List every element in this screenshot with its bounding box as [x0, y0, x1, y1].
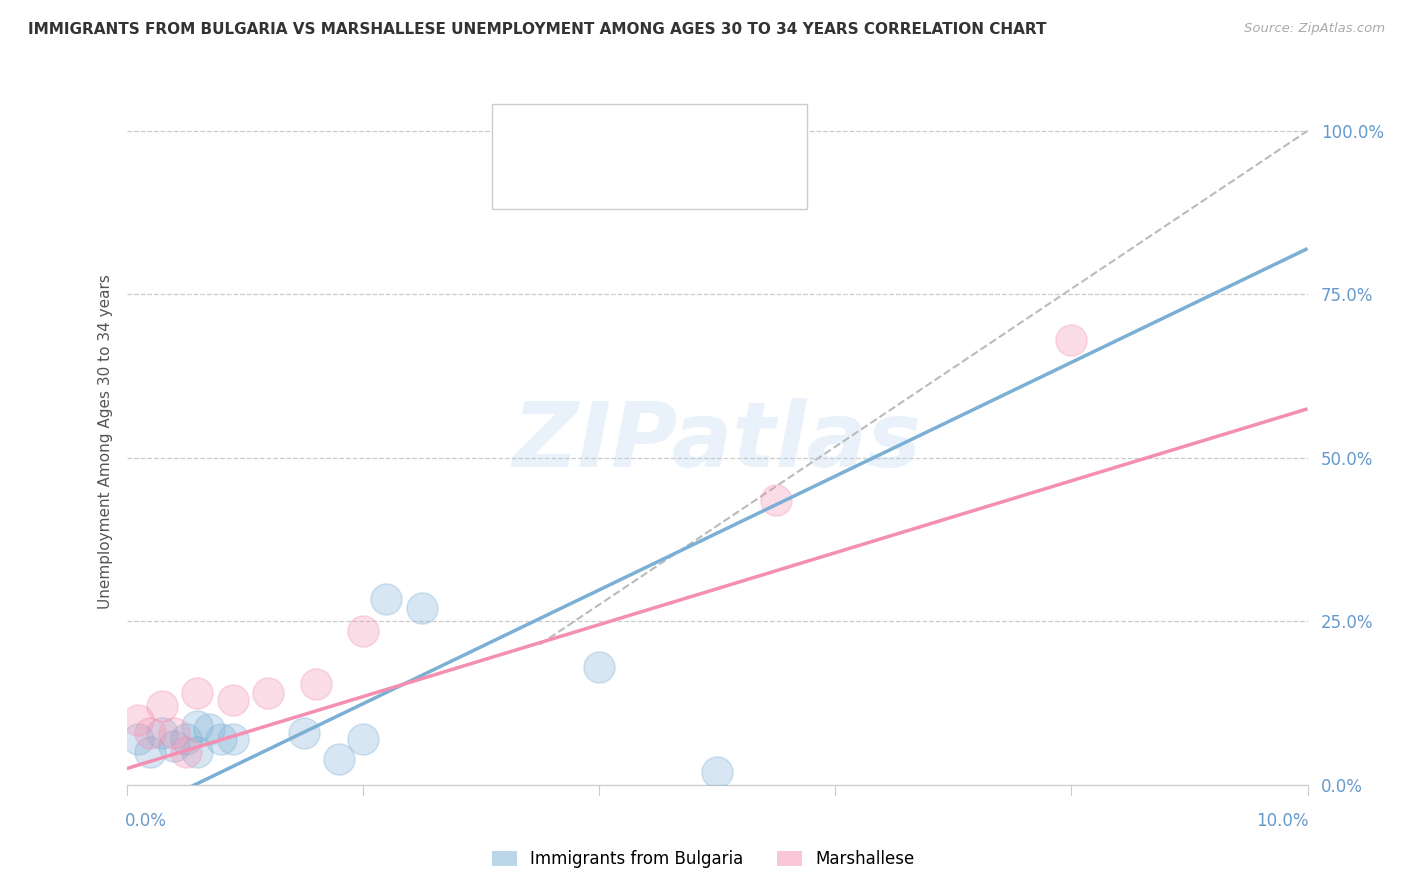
Point: [222, 732, 245, 747]
Point: [150, 725, 173, 739]
Point: [127, 732, 149, 747]
Text: 10.0%: 10.0%: [1257, 813, 1309, 830]
Point: [163, 739, 186, 753]
Point: [139, 745, 162, 759]
Point: [352, 732, 374, 747]
Point: [174, 745, 197, 759]
Text: N = 12: N = 12: [679, 171, 737, 189]
Point: [706, 764, 728, 779]
Text: R = 0.639: R = 0.639: [555, 127, 640, 145]
Point: [1060, 333, 1083, 347]
Point: [328, 752, 350, 766]
Point: [163, 725, 186, 739]
Point: [257, 686, 280, 700]
Text: 0.0%: 0.0%: [125, 813, 167, 830]
Point: [174, 732, 197, 747]
Point: [304, 676, 326, 690]
Point: [186, 745, 208, 759]
Point: [292, 725, 315, 739]
Legend: Immigrants from Bulgaria, Marshallese: Immigrants from Bulgaria, Marshallese: [485, 844, 921, 875]
Point: [150, 699, 173, 714]
Text: R = 0.885: R = 0.885: [555, 171, 640, 189]
Text: Source: ZipAtlas.com: Source: ZipAtlas.com: [1244, 22, 1385, 36]
Point: [198, 723, 221, 737]
Point: [588, 660, 610, 674]
Point: [186, 686, 208, 700]
Point: [186, 719, 208, 733]
Point: [352, 624, 374, 639]
Text: IMMIGRANTS FROM BULGARIA VS MARSHALLESE UNEMPLOYMENT AMONG AGES 30 TO 34 YEARS C: IMMIGRANTS FROM BULGARIA VS MARSHALLESE …: [28, 22, 1046, 37]
Point: [127, 713, 149, 727]
Point: [222, 693, 245, 707]
Point: [411, 601, 433, 615]
Point: [765, 493, 787, 508]
Text: N = 17: N = 17: [679, 127, 737, 145]
Point: [209, 732, 232, 747]
Y-axis label: Unemployment Among Ages 30 to 34 years: Unemployment Among Ages 30 to 34 years: [97, 274, 112, 609]
Text: ZIPatlas: ZIPatlas: [513, 398, 921, 485]
Point: [139, 725, 162, 739]
Point: [375, 591, 398, 606]
